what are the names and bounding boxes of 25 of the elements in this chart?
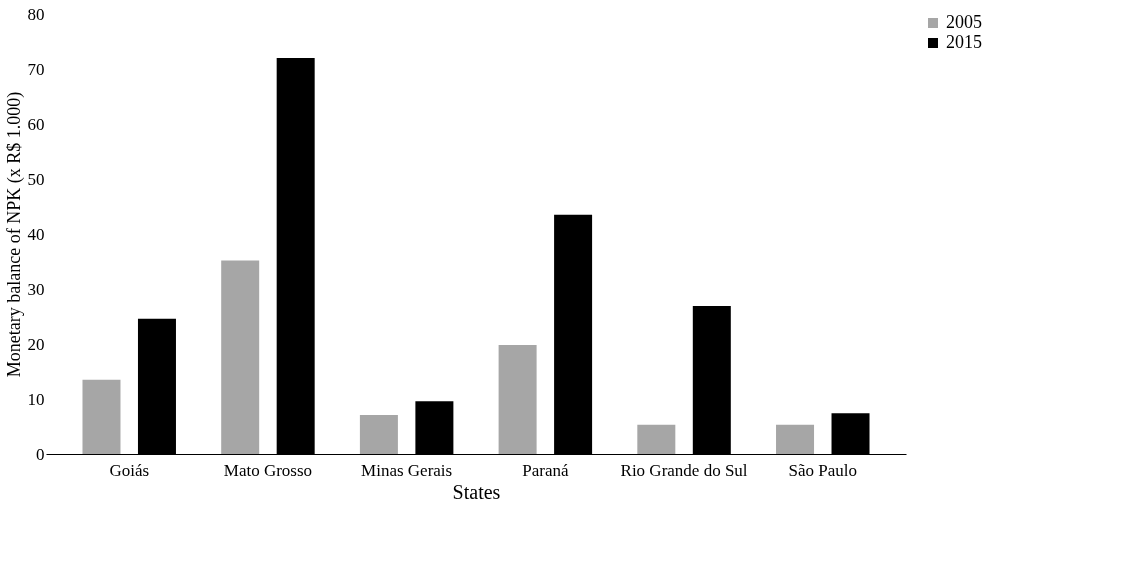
y-tick-label: 0 xyxy=(36,444,45,464)
x-tick-label: Paraná xyxy=(522,460,569,480)
y-tick-label: 60 xyxy=(27,114,45,134)
legend-label: 2015 xyxy=(946,32,982,52)
y-tick-label: 10 xyxy=(27,389,45,409)
y-tick-label: 30 xyxy=(27,279,45,299)
y-tick-label: 70 xyxy=(27,59,45,79)
x-tick-label: São Paulo xyxy=(788,460,858,480)
legend-label: 2005 xyxy=(946,12,982,32)
bar xyxy=(776,424,815,454)
bar xyxy=(498,345,537,454)
y-tick-label: 40 xyxy=(27,224,45,244)
x-tick-label: Mato Grosso xyxy=(223,460,313,480)
x-tick-label: Goiás xyxy=(109,460,150,480)
x-tick-label: Rio Grande do Sul xyxy=(620,460,748,480)
bar xyxy=(221,260,260,454)
y-tick-label: 80 xyxy=(27,4,45,24)
y-tick-label: 50 xyxy=(27,169,45,189)
bar xyxy=(82,379,121,454)
bar xyxy=(637,424,676,454)
x-tick-label: Minas Gerais xyxy=(361,460,453,480)
y-axis-title: Monetary balance of NPK (x R$ 1.000) xyxy=(3,91,25,378)
y-tick-label: 20 xyxy=(27,334,45,354)
x-axis-title: States xyxy=(452,480,501,503)
bar xyxy=(359,414,398,454)
